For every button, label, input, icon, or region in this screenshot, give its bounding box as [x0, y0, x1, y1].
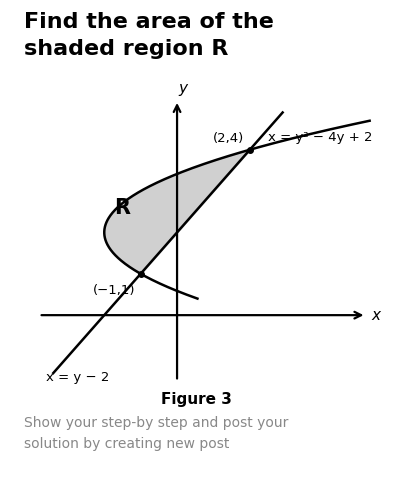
- Text: y: y: [178, 81, 187, 96]
- Text: (2,4): (2,4): [213, 132, 244, 145]
- Text: Show your step-by step and post your: Show your step-by step and post your: [24, 416, 288, 431]
- Text: Find the area of the: Find the area of the: [24, 12, 274, 32]
- Text: Figure 3: Figure 3: [161, 392, 232, 407]
- Text: x = y − 2: x = y − 2: [46, 371, 109, 384]
- Text: (−1,1): (−1,1): [93, 284, 135, 297]
- Text: x = y² − 4y + 2: x = y² − 4y + 2: [268, 131, 373, 144]
- Text: solution by creating new post: solution by creating new post: [24, 437, 229, 451]
- Text: x: x: [372, 308, 381, 323]
- Text: R: R: [114, 198, 130, 218]
- Text: shaded region R: shaded region R: [24, 39, 228, 59]
